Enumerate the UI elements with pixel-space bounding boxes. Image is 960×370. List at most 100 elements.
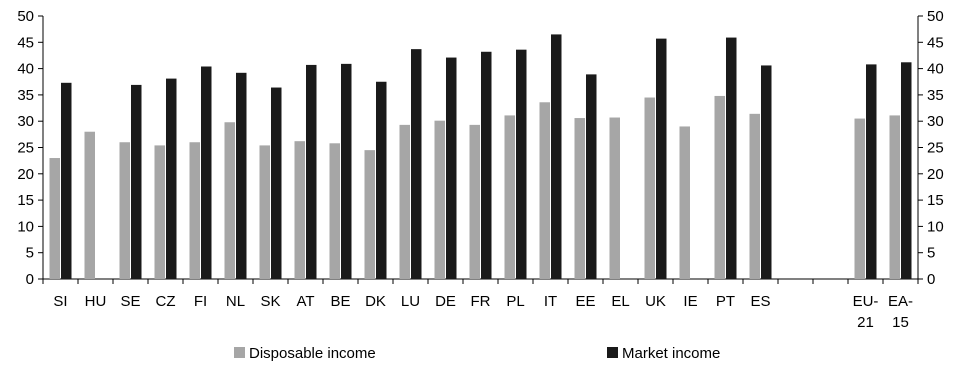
bar-disposable-income [574,118,585,279]
bar-disposable-income [119,142,130,279]
x-category-label: NL [226,293,245,310]
left-y-tick-label: 40 [17,61,34,78]
bar-disposable-income [854,118,865,279]
bar-disposable-income [154,145,165,279]
x-category-label: EL [611,293,629,310]
left-y-tick-label: 5 [26,245,34,262]
bar-market-income [586,74,597,279]
bar-disposable-income [294,141,305,279]
x-category-label: 15 [892,314,909,331]
bar-disposable-income [329,143,340,279]
right-y-tick-label: 0 [927,271,935,288]
right-y-tick-label: 45 [927,34,944,51]
category-labels: SI HU SE CZ FI NL SK AT BE DK LU DE FR PL IT EE EL UK IE PT… [53,293,913,331]
bar-disposable-income [84,131,95,279]
bar-disposable-income [714,95,725,280]
bar-market-income [236,72,247,279]
x-category-label: UK [645,293,666,310]
x-category-label: EE [575,293,595,310]
x-category-label: BE [330,293,350,310]
bar-disposable-income [609,117,620,279]
bar-market-income [131,84,142,279]
right-y-tick-label: 15 [927,192,944,209]
right-y-tick-label: 20 [927,166,944,183]
bar-disposable-income [749,113,760,279]
bar-market-income [271,87,282,279]
x-category-label: ES [750,293,770,310]
bar-market-income [341,63,352,280]
right-y-tick-label: 25 [927,140,944,157]
left-y-tick-label: 10 [17,218,34,235]
bar-disposable-income [224,122,235,279]
left-y-tick-label: 20 [17,166,34,183]
legend: Disposable income Market income [234,345,720,362]
bar-market-income [901,62,912,280]
x-category-label: 21 [857,314,874,331]
x-category-label: FR [471,293,491,310]
bar-market-income [411,49,422,279]
legend-label-market-income: Market income [622,345,720,362]
bar-disposable-income [189,142,200,279]
left-y-tick-label: 45 [17,34,34,51]
x-category-label: EA- [888,293,913,310]
right-y-tick-label: 50 [927,8,944,25]
x-category-label: PL [506,293,524,310]
bar-market-income [201,66,212,279]
bar-market-income [481,51,492,279]
left-y-tick-label: 0 [26,271,34,288]
x-category-label: IE [683,293,697,310]
x-category-label: EU- [853,293,879,310]
x-category-label: CZ [156,293,176,310]
x-category-label: SI [53,293,67,310]
right-y-tick-label: 30 [927,113,944,130]
bar-disposable-income [679,126,690,280]
bar-disposable-income [399,124,410,279]
bar-disposable-income [364,150,375,279]
left-y-tick-label: 25 [17,140,34,157]
legend-swatch-disposable-income [234,347,245,358]
right-y-tick-label: 40 [927,61,944,78]
bar-disposable-income [469,124,480,279]
bar-disposable-income [49,158,60,279]
bar-market-income [61,82,72,279]
x-category-label: FI [194,293,207,310]
x-category-label: SK [260,293,280,310]
bar-disposable-income [644,97,655,279]
legend-label-disposable-income: Disposable income [249,345,376,362]
x-category-label: DK [365,293,386,310]
bar-market-income [446,57,457,279]
x-category-label: DE [435,293,456,310]
x-category-label: PT [716,293,735,310]
bar-market-income [166,78,177,280]
bar-market-income [761,65,772,279]
bar-market-income [866,64,877,279]
left-y-tick-label: 50 [17,8,34,25]
bar-market-income [516,49,527,279]
bar-market-income [376,81,387,279]
bar-disposable-income [889,115,900,279]
left-y-tick-label: 15 [17,192,34,209]
bar-market-income [656,38,667,280]
bar-disposable-income [539,102,550,279]
bar-disposable-income [434,120,445,279]
bars [49,34,912,280]
x-category-label: SE [120,293,140,310]
bar-disposable-income [504,115,515,279]
x-category-label: LU [401,293,420,310]
bar-market-income [726,37,737,279]
bar-market-income [551,34,562,279]
bar-disposable-income [259,145,270,279]
legend-swatch-market-income [607,347,618,358]
bar-market-income [306,64,317,279]
x-category-label: HU [85,293,107,310]
x-category-label: IT [544,293,557,310]
axes: 0 0 5 5 10 10 15 15 20 20 25 25 30 30 35 35 40 40 45 45 50 50 [17,8,943,288]
left-y-tick-label: 35 [17,87,34,104]
right-y-tick-label: 5 [927,245,935,262]
x-category-label: AT [296,293,314,310]
right-y-tick-label: 10 [927,218,944,235]
left-y-tick-label: 30 [17,113,34,130]
right-y-tick-label: 35 [927,87,944,104]
